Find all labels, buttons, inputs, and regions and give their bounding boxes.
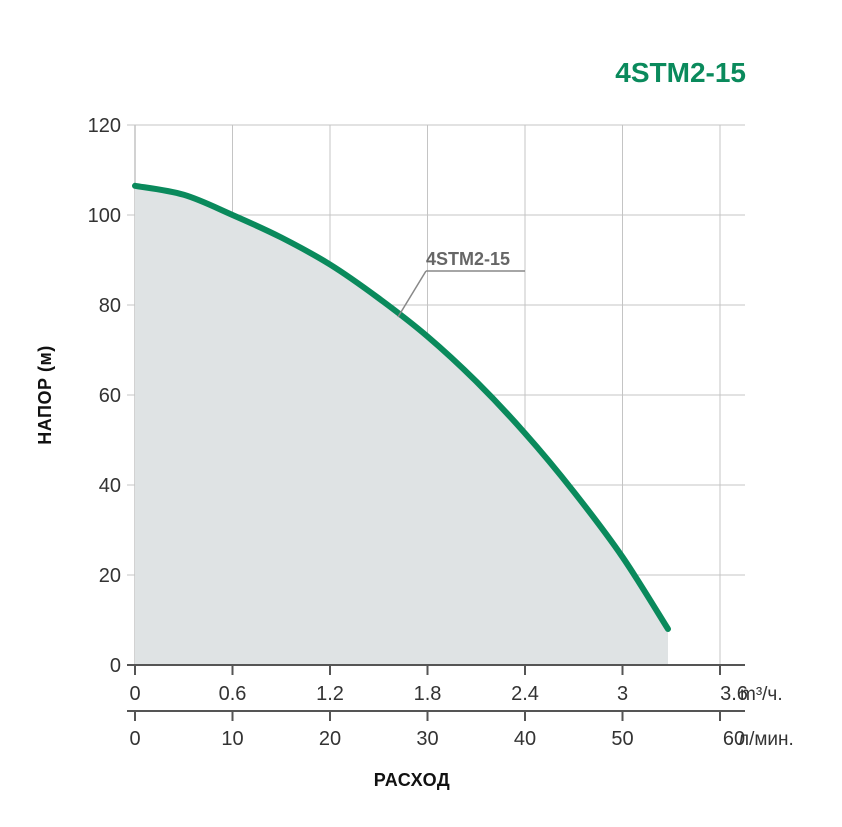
series-annotation: 4STM2-15 <box>397 249 525 318</box>
curve-area-fill <box>135 185 668 666</box>
x-tick-label: 10 <box>221 728 243 750</box>
x-axis-unit: л/мин. <box>738 729 794 750</box>
y-tick-label: 60 <box>99 385 121 407</box>
x-tick-label: 50 <box>611 728 633 750</box>
x-tick-label: 30 <box>416 728 438 750</box>
x-tick-label: 3.6 <box>720 683 748 705</box>
x-tick-label: 40 <box>514 728 536 750</box>
y-tick-label: 100 <box>88 205 121 227</box>
y-axis-title: НАПОР (м) <box>35 345 55 445</box>
y-tick-label: 80 <box>99 295 121 317</box>
y-tick-label: 120 <box>88 115 121 137</box>
x-tick-label: 0 <box>129 728 140 750</box>
y-tick-label: 40 <box>99 475 121 497</box>
y-axis: 0 20 40 60 80 100 120 <box>88 115 121 677</box>
x-tick-label: 0 <box>129 683 140 705</box>
x-tick-label: 1.2 <box>316 683 344 705</box>
series-label: 4STM2-15 <box>426 249 510 269</box>
series-line-4stm2-15 <box>132 182 671 632</box>
x-tick-label: 2.4 <box>511 683 539 705</box>
x-axes: 0 0.6 1.2 1.8 2.4 3 3.6m³/ч. 0 10 20 30 40 50 60л/мин… <box>127 664 794 750</box>
x-tick-label: 60 <box>723 728 745 750</box>
x-tick-label: 1.8 <box>414 683 442 705</box>
x-axis-title: РАСХОД <box>374 770 450 790</box>
annotation-leader-line <box>397 270 427 318</box>
x-tick-label: 3 <box>617 683 628 705</box>
x-axis-unit: m³/ч. <box>740 684 783 705</box>
x-tick-label: 20 <box>319 728 341 750</box>
y-tick-label: 0 <box>110 655 121 677</box>
x-tick-label: 0.6 <box>219 683 247 705</box>
y-tick-label: 20 <box>99 565 121 587</box>
chart-title: 4STM2-15 <box>615 57 746 88</box>
